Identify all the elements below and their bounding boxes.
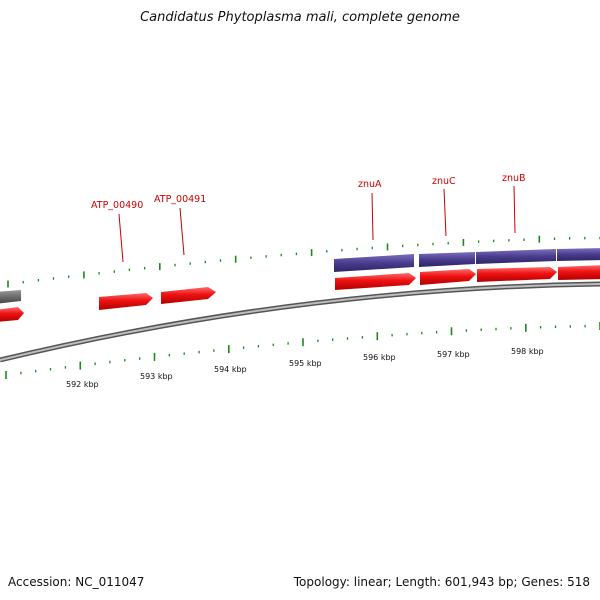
label-leader-line — [371, 192, 374, 241]
genome-summary-text: Topology: linear; Length: 601,943 bp; Ge… — [293, 575, 590, 589]
gene-label-znua: znuA — [358, 179, 382, 190]
scale-label: 598 kbp — [511, 347, 544, 356]
gene-feature-znuc — [419, 252, 475, 267]
gray-gene-feature — [0, 290, 21, 304]
cds-arrow-znub — [477, 267, 557, 282]
scale-label: 593 kbp — [140, 372, 173, 381]
cds-arrow-atp-00490 — [99, 293, 153, 310]
label-leader-line — [118, 213, 124, 263]
scale-label: 592 kbp — [66, 380, 99, 389]
cds-arrow — [558, 265, 600, 280]
scale-label: 594 kbp — [214, 365, 247, 374]
label-leader-line — [513, 185, 516, 234]
gene-feature — [557, 248, 600, 261]
cds-arrow — [0, 307, 24, 322]
genome-backbone — [0, 281, 600, 363]
scale-label: 595 kbp — [289, 359, 322, 368]
gene-label-atp-00490: ATP_00490 — [91, 200, 143, 211]
scale-label: 597 kbp — [437, 350, 470, 359]
accession-text: Accession: NC_011047 — [8, 575, 145, 589]
cds-arrow-znuc — [420, 269, 476, 285]
label-leader-line — [443, 188, 447, 237]
cds-arrow-znua — [335, 273, 416, 290]
gene-feature-znub — [476, 249, 556, 264]
cds-arrow-atp-00491 — [161, 287, 216, 304]
gene-label-znub: znuB — [502, 173, 526, 184]
gene-label-znuc: znuC — [432, 176, 456, 187]
scale-label: 596 kbp — [363, 353, 396, 362]
genome-title: Candidatus Phytoplasma mali, complete ge… — [140, 10, 460, 25]
upper-scale-ticks — [7, 235, 600, 288]
gene-feature-znua — [334, 254, 414, 272]
genome-backbone-highlight — [0, 283, 600, 361]
lower-scale-ticks — [5, 322, 600, 379]
label-leader-line — [179, 207, 185, 256]
gene-label-atp-00491: ATP_00491 — [154, 194, 206, 205]
